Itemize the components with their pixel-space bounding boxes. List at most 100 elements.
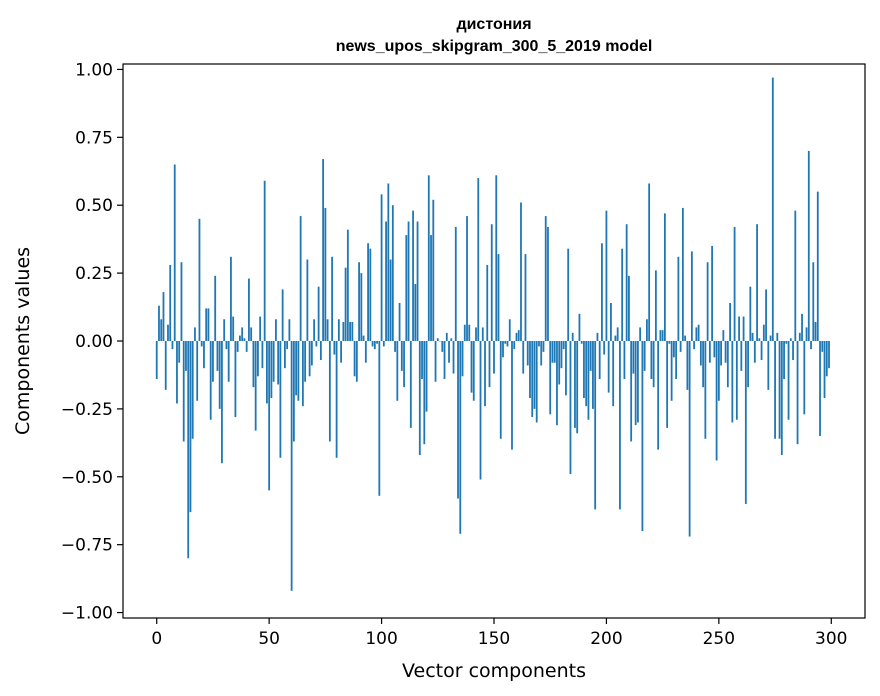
bar-86 — [349, 321, 351, 341]
bar-144 — [479, 341, 482, 480]
bar-238 — [690, 251, 693, 341]
bar-52 — [272, 341, 275, 382]
bar-55 — [279, 341, 282, 458]
bar-149 — [490, 224, 493, 341]
bar-50 — [268, 341, 271, 491]
bar-56 — [281, 289, 284, 341]
bar-271 — [765, 289, 767, 341]
bar-200 — [605, 210, 608, 341]
bar-82 — [340, 341, 342, 363]
bar-72 — [317, 286, 320, 341]
bar-232 — [677, 256, 680, 341]
bar-240 — [695, 327, 698, 341]
bar-225 — [661, 330, 664, 341]
bar-257 — [733, 226, 736, 341]
x-axis-label: Vector components — [402, 660, 586, 682]
bar-112 — [407, 221, 410, 341]
bar-224 — [659, 330, 662, 341]
bar-260 — [740, 341, 743, 371]
bar-132 — [452, 341, 455, 374]
bar-216 — [641, 341, 644, 532]
bar-127 — [441, 341, 444, 352]
bar-273 — [769, 335, 772, 341]
bar-17 — [194, 327, 196, 341]
bar-298 — [825, 341, 828, 377]
bar-16 — [191, 341, 194, 439]
y-tick-label: 0.25 — [75, 264, 113, 284]
bar-279 — [783, 341, 785, 380]
bar-206 — [619, 341, 621, 510]
bar-125 — [436, 338, 439, 341]
bar-14 — [187, 341, 190, 559]
bar-44 — [254, 341, 257, 431]
bar-245 — [706, 262, 709, 341]
bar-93 — [364, 341, 367, 363]
bar-103 — [387, 183, 390, 341]
bar-100 — [380, 194, 383, 341]
bar-187 — [576, 341, 579, 434]
bar-46 — [259, 316, 262, 341]
bar-158 — [511, 341, 513, 450]
bar-140 — [470, 341, 473, 393]
bar-199 — [603, 341, 606, 355]
bar-66 — [304, 341, 307, 382]
bar-110 — [403, 341, 405, 388]
bar-133 — [454, 226, 457, 341]
bar-243 — [702, 341, 705, 388]
y-axis: 1.00 0.75 0.50 0.25 0.00 −0.25 −0.50 −0.75 −1.00 — [61, 60, 123, 624]
bar-136 — [461, 341, 464, 377]
bar-95 — [369, 248, 372, 341]
bar-43 — [252, 341, 255, 388]
bar-291 — [810, 341, 812, 350]
bar-63 — [297, 341, 300, 401]
bar-172 — [542, 341, 545, 352]
bar-145 — [481, 327, 484, 341]
bar-123 — [432, 199, 435, 341]
bar-134 — [457, 341, 459, 499]
bar-177 — [553, 341, 556, 363]
bar-167 — [531, 341, 534, 418]
bar-201 — [607, 341, 610, 393]
bar-64 — [299, 216, 302, 341]
bar-142 — [475, 327, 477, 341]
bar-226 — [663, 213, 666, 341]
bar-266 — [753, 341, 756, 363]
bar-213 — [634, 341, 637, 426]
bar-173 — [544, 216, 547, 341]
bar-141 — [472, 341, 475, 401]
bar-87 — [351, 321, 354, 341]
bar-6 — [169, 264, 172, 341]
bar-62 — [295, 341, 298, 396]
y-tick-label: −1.00 — [61, 604, 113, 624]
bar-176 — [551, 341, 554, 363]
bar-264 — [749, 286, 752, 341]
bar-67 — [306, 259, 309, 341]
bar-114 — [412, 210, 414, 341]
bar-118 — [421, 341, 423, 380]
bar-185 — [571, 332, 574, 341]
bar-59 — [288, 319, 291, 341]
bar-186 — [574, 341, 576, 428]
bar-71 — [315, 341, 318, 347]
bar-102 — [385, 221, 387, 341]
bar-178 — [556, 341, 558, 426]
bar-40 — [245, 341, 248, 352]
bar-98 — [376, 341, 378, 344]
y-tick-label: 0.00 — [75, 332, 113, 352]
bar-268 — [758, 338, 761, 341]
bar-7 — [171, 341, 174, 350]
bar-39 — [243, 338, 246, 341]
bar-77 — [328, 341, 331, 442]
bar-180 — [560, 341, 563, 369]
bar-139 — [468, 324, 471, 341]
bar-116 — [416, 221, 419, 341]
bar-247 — [711, 245, 713, 341]
bar-146 — [484, 341, 486, 407]
bar-221 — [652, 341, 655, 388]
bar-78 — [331, 256, 334, 341]
bar-218 — [646, 319, 648, 341]
bar-9 — [176, 341, 178, 404]
bar-8 — [173, 164, 176, 341]
bar-128 — [443, 341, 446, 380]
bar-288 — [803, 341, 806, 415]
